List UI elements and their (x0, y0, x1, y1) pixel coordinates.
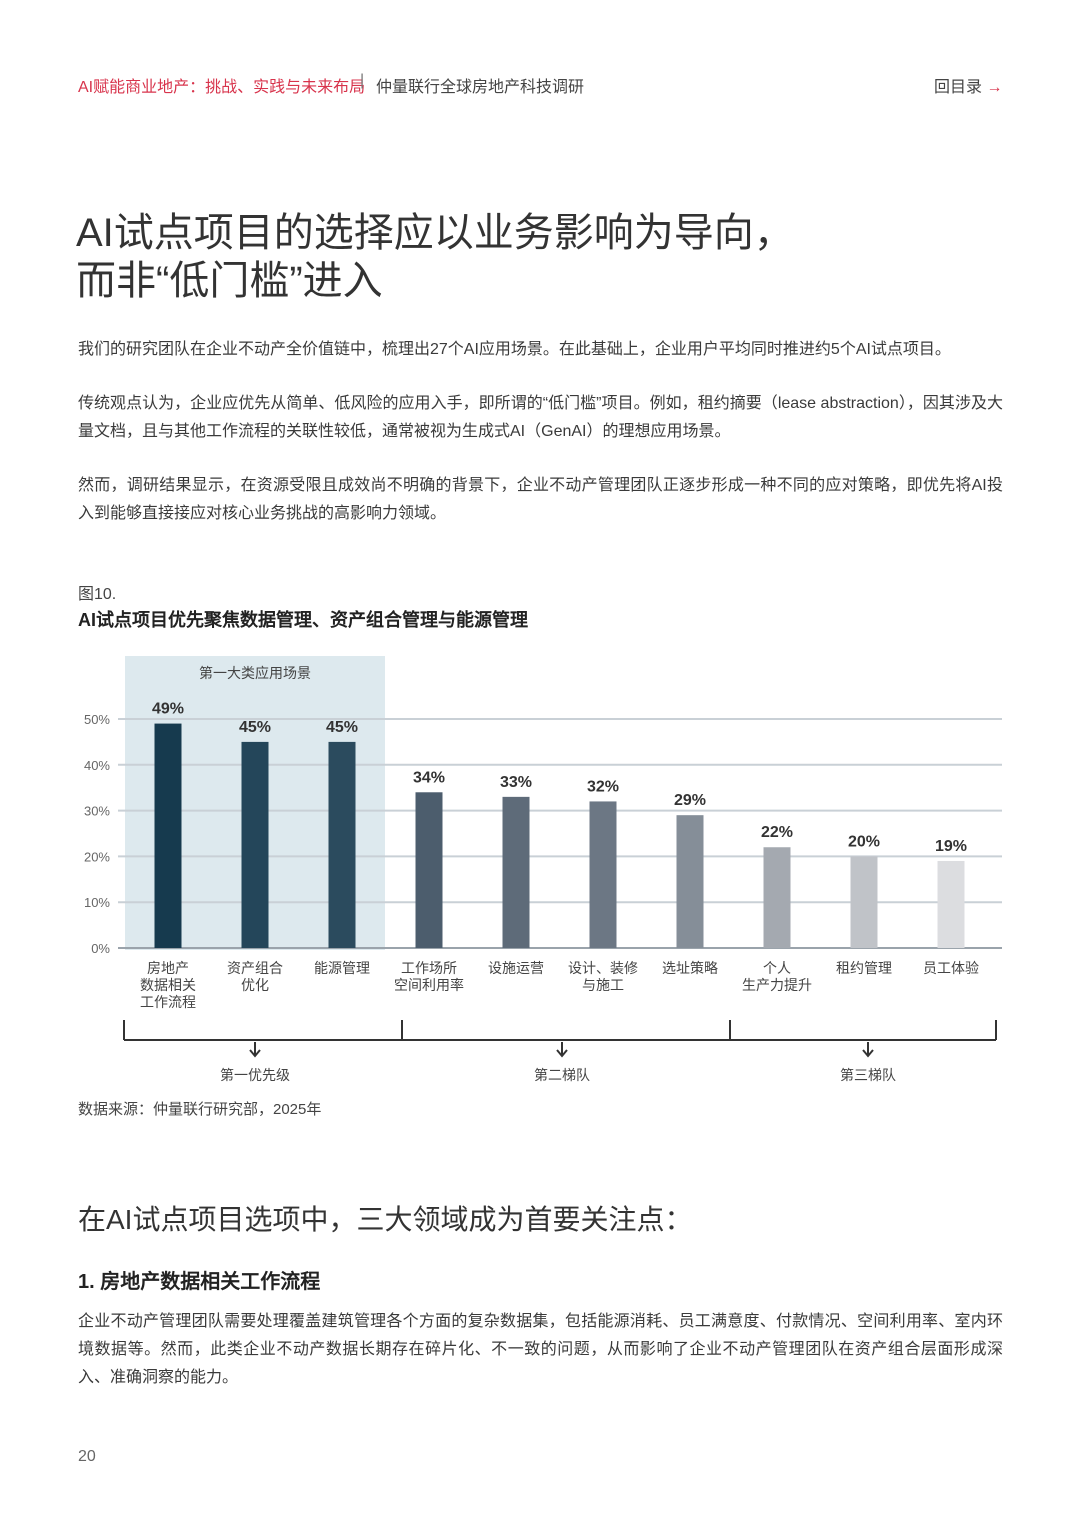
bar (589, 801, 617, 948)
value-label: 34% (413, 769, 445, 786)
bar (241, 741, 269, 948)
x-tick-label: 员工体验 (923, 960, 979, 976)
x-tick-label: 房地产数据相关工作流程 (140, 960, 196, 1010)
group-label: 第二梯队 (534, 1067, 590, 1083)
x-tick-label: 设施运营 (488, 960, 544, 976)
value-label: 45% (326, 719, 358, 736)
value-label: 22% (761, 824, 793, 841)
value-label: 29% (674, 792, 706, 809)
separator: | (360, 72, 365, 89)
highlight-label: 第一大类应用场景 (199, 665, 311, 681)
y-tick-label: 10% (84, 895, 110, 910)
arrow-head (556, 1049, 568, 1058)
value-label: 20% (848, 833, 880, 850)
bar (676, 815, 704, 948)
x-tick-label: 租约管理 (836, 960, 892, 976)
arrow-head (862, 1049, 874, 1058)
figure-title: AI试点项目优先聚焦数据管理、资产组合管理与能源管理 (78, 610, 528, 630)
x-tick-label: 工作场所空间利用率 (394, 960, 464, 993)
group-label: 第一优先级 (220, 1067, 290, 1083)
y-tick-label: 30% (84, 804, 110, 819)
subsection-title: 1. 房地产数据相关工作流程 (78, 1271, 321, 1293)
figure-label: 图10. (78, 586, 117, 603)
back-link-text[interactable]: 回目录 (934, 79, 983, 96)
x-tick-label: 个人生产力提升 (742, 960, 812, 993)
bar (502, 796, 530, 948)
page-title: AI试点项目的选择应以业务影响为导向， (76, 211, 794, 255)
arrow-head (249, 1049, 261, 1058)
survey-title: 仲量联行全球房地产科技调研 (376, 79, 585, 96)
y-tick-label: 20% (84, 849, 110, 864)
bar (937, 860, 965, 948)
x-tick-label: 能源管理 (314, 960, 370, 976)
bar (154, 723, 182, 948)
bar (763, 847, 791, 948)
bar (415, 792, 443, 948)
value-label: 49% (152, 701, 184, 718)
value-label: 33% (500, 774, 532, 791)
value-label: 19% (935, 838, 967, 855)
x-tick-label: 选址策略 (662, 960, 718, 976)
section-title: 在AI试点项目选项中，三大领域成为首要关注点： (78, 1204, 693, 1235)
page-title: 而非“低门槛”进入 (76, 259, 383, 303)
value-label: 32% (587, 778, 619, 795)
source: 数据来源：仲量联行研究部，2025年 (78, 1101, 322, 1118)
x-tick-label: 设计、装修与施工 (568, 960, 638, 993)
y-tick-label: 40% (84, 758, 110, 773)
page-number: 20 (78, 1448, 96, 1465)
bar (850, 856, 878, 948)
x-tick-label: 资产组合优化 (227, 960, 283, 993)
paragraph: 然而，调研结果显示，在资源受限且成效尚不明确的背景下，企业不动产管理团队正逐步形… (78, 477, 1003, 522)
y-tick-label: 0% (91, 941, 110, 956)
paragraph: 我们的研究团队在企业不动产全价值链中，梳理出27个AI应用场景。在此基础上，企业… (78, 341, 951, 358)
back-link[interactable]: 回目录 → (934, 73, 1002, 97)
arrow-icon: → (982, 79, 1003, 96)
group-label: 第三梯队 (840, 1067, 896, 1083)
report-title: AI赋能商业地产：挑战、实践与未来布局 (78, 79, 366, 96)
paragraph: 传统观点认为，企业应优先从简单、低风险的应用入手，即所谓的“低门槛”项目。例如，… (78, 395, 1003, 440)
body-text: 企业不动产管理团队需要处理覆盖建筑管理各个方面的复杂数据集，包括能源消耗、员工满… (78, 1313, 1003, 1386)
value-label: 45% (239, 719, 271, 736)
y-tick-label: 50% (84, 712, 110, 727)
bar (328, 741, 356, 948)
